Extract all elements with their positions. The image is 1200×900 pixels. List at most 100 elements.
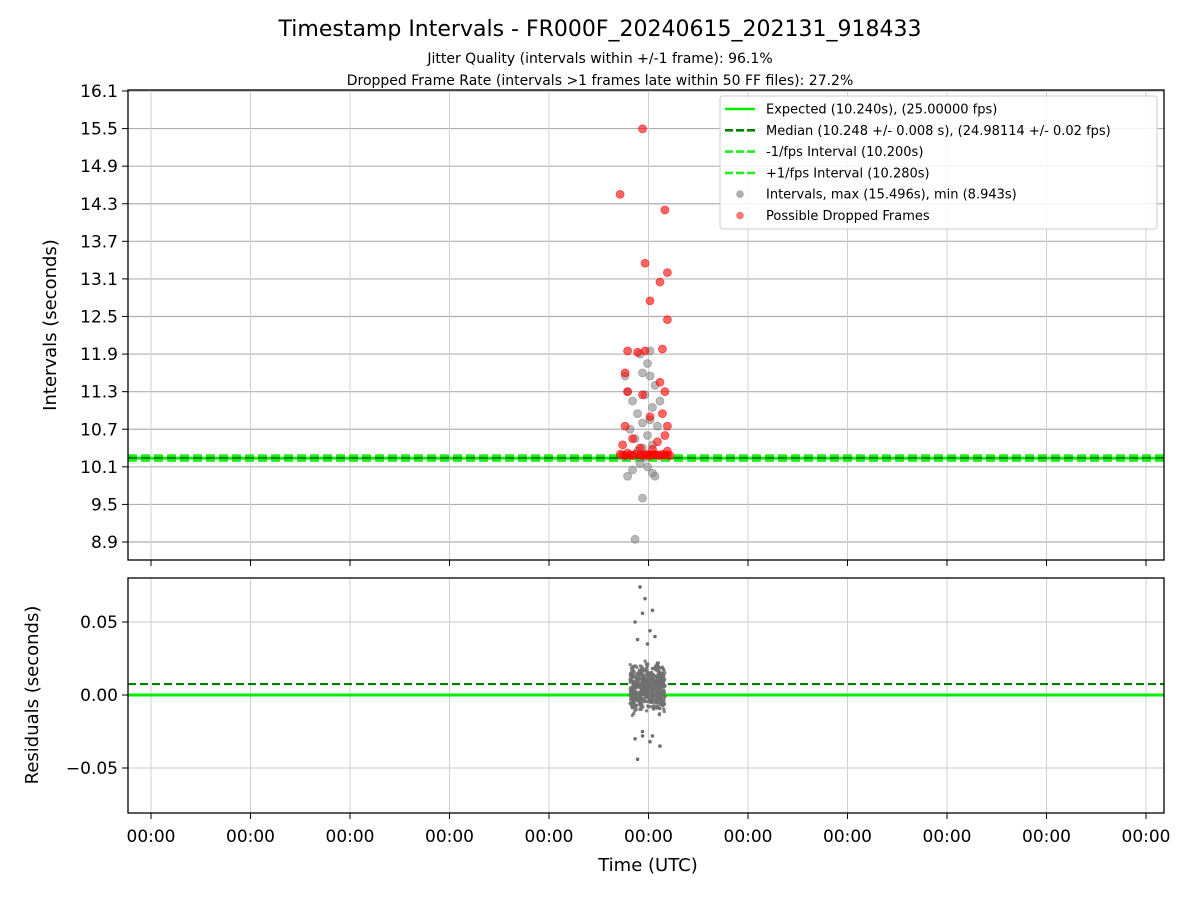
residuals-x-ticks: 00:00 00:00 00:00 00:00 00:00 00:00 00:00 00:00… bbox=[127, 813, 1171, 847]
interval-point bbox=[655, 396, 665, 406]
residual-point bbox=[636, 682, 640, 686]
residual-point bbox=[628, 671, 633, 676]
residual-point bbox=[660, 690, 664, 695]
residual-point bbox=[660, 665, 664, 670]
legend-label: -1/fps Interval (10.200s) bbox=[766, 145, 923, 160]
residual-point bbox=[648, 698, 652, 702]
y-tick-label: −0.05 bbox=[66, 759, 118, 779]
residual-point bbox=[645, 642, 650, 646]
y-tick-label: 0.05 bbox=[80, 613, 118, 633]
residual-point bbox=[663, 695, 667, 699]
subtitle-jitter: Jitter Quality (intervals within +/-1 fr… bbox=[426, 51, 772, 67]
residual-point bbox=[654, 668, 658, 672]
dropped-frame-point bbox=[660, 205, 670, 215]
residual-point bbox=[651, 707, 656, 711]
y-tick-label: 10.7 bbox=[80, 420, 118, 440]
dropped-frame-point bbox=[660, 387, 670, 397]
residual-point bbox=[628, 679, 633, 683]
residual-point bbox=[651, 700, 655, 705]
y-tick-label: 8.9 bbox=[91, 533, 118, 553]
residual-point bbox=[662, 668, 666, 672]
residual-point bbox=[649, 678, 654, 682]
residuals-panel: 0.050.00−0.05 00:00 00:00 00:00 00:00 00:00 0… bbox=[22, 577, 1171, 876]
dropped-frame-point bbox=[660, 450, 670, 460]
dropped-frame-point bbox=[638, 124, 647, 134]
residual-point bbox=[630, 713, 635, 718]
residual-point bbox=[648, 694, 653, 699]
residual-point bbox=[662, 709, 666, 714]
dropped-frame-point bbox=[663, 421, 672, 431]
residual-point bbox=[638, 701, 642, 706]
intervals-grid bbox=[128, 90, 1164, 560]
interval-point bbox=[648, 468, 657, 478]
intervals-panel: 16.1 15.5 14.9 14.3 13.7 13.1 12.5 11.9 11.3 10.7… bbox=[40, 82, 1165, 566]
residual-point bbox=[640, 665, 644, 669]
residual-point bbox=[655, 661, 660, 665]
residual-point bbox=[648, 739, 652, 744]
residual-point bbox=[648, 683, 652, 688]
x-axis-label: Time (UTC) bbox=[597, 855, 698, 876]
residual-point bbox=[644, 709, 649, 713]
intervals-y-axis-label: Intervals (seconds) bbox=[40, 239, 61, 411]
y-tick-label: 11.3 bbox=[80, 383, 118, 403]
subtitle-dropped: Dropped Frame Rate (intervals >1 frames … bbox=[347, 73, 854, 89]
interval-point bbox=[645, 371, 655, 381]
residual-point bbox=[637, 676, 642, 681]
residual-point bbox=[652, 683, 656, 687]
residual-point bbox=[641, 677, 645, 681]
interval-point bbox=[628, 396, 637, 406]
residual-point bbox=[633, 664, 638, 668]
interval-point bbox=[628, 465, 637, 475]
residual-point bbox=[656, 672, 661, 677]
residual-point bbox=[658, 744, 662, 748]
dropped-frame-point bbox=[620, 368, 630, 378]
intervals-y-ticks: 16.1 15.5 14.9 14.3 13.7 13.1 12.5 11.9 11.3 10.7… bbox=[80, 82, 128, 553]
residual-point bbox=[644, 682, 648, 687]
residual-point bbox=[633, 737, 637, 741]
intervals-points bbox=[615, 124, 675, 544]
residuals-y-ticks: 0.05 0.00 −0.05 bbox=[66, 613, 128, 779]
residual-point bbox=[646, 704, 650, 708]
residual-point bbox=[645, 691, 650, 695]
dropped-frame-point bbox=[623, 387, 632, 397]
interval-point bbox=[630, 534, 640, 544]
x-tick-label: 00:00 bbox=[127, 827, 176, 847]
residual-point bbox=[652, 689, 656, 693]
residual-point bbox=[640, 729, 645, 734]
residual-point bbox=[642, 697, 647, 701]
residual-point bbox=[645, 669, 649, 673]
residual-point bbox=[662, 707, 666, 711]
x-tick-label: 00:00 bbox=[326, 827, 375, 847]
residual-point bbox=[639, 687, 644, 691]
residual-point bbox=[657, 700, 661, 704]
residual-point bbox=[650, 608, 655, 613]
residual-point bbox=[628, 663, 632, 667]
residual-point bbox=[643, 596, 647, 601]
residual-point bbox=[662, 677, 666, 681]
residual-point bbox=[648, 628, 652, 633]
residual-point bbox=[645, 671, 649, 676]
dropped-frame-point bbox=[658, 344, 667, 354]
legend-swatch bbox=[736, 190, 744, 198]
residual-point bbox=[644, 666, 649, 670]
residual-point bbox=[654, 706, 658, 710]
x-tick-label: 00:00 bbox=[226, 827, 275, 847]
dropped-frame-point bbox=[623, 346, 632, 356]
dropped-frame-point bbox=[653, 437, 662, 447]
dropped-frame-point bbox=[628, 434, 637, 444]
residual-point bbox=[639, 671, 643, 676]
dropped-frame-point bbox=[633, 347, 642, 357]
y-tick-label: 14.3 bbox=[80, 195, 118, 215]
dropped-frame-point bbox=[655, 277, 665, 287]
dropped-frame-point bbox=[640, 258, 650, 268]
chart-title: Timestamp Intervals - FR000F_20240615_20… bbox=[278, 17, 922, 42]
interval-point bbox=[623, 471, 632, 481]
x-tick-label: 00:00 bbox=[624, 827, 673, 847]
residual-point bbox=[635, 757, 640, 762]
legend-label: Expected (10.240s), (25.00000 fps) bbox=[766, 103, 997, 118]
residual-point bbox=[648, 671, 653, 675]
interval-point bbox=[648, 402, 657, 412]
residual-point bbox=[661, 684, 665, 688]
residual-point bbox=[633, 692, 638, 697]
